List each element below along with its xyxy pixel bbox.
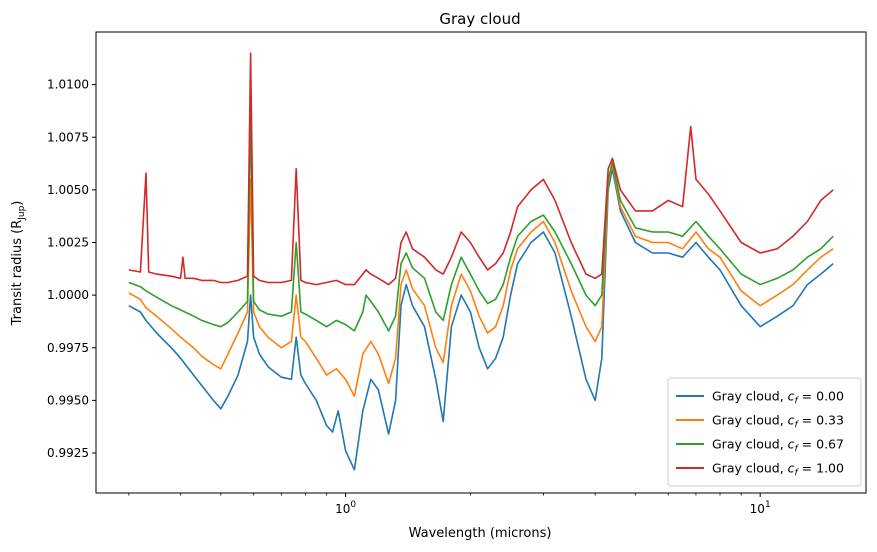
x-tick-base: 10 xyxy=(750,502,765,516)
legend-math-value: = 0.00 xyxy=(798,389,844,404)
y-tick-label-3: 1.0000 xyxy=(47,288,89,302)
y-tick-label-7: 1.0100 xyxy=(47,78,89,92)
y-axis-label-main: Transit radius (R xyxy=(10,220,25,327)
plot-frame xyxy=(95,31,867,494)
legend-text: Gray cloud, xyxy=(712,389,788,404)
legend-math-symbol: c xyxy=(788,413,795,428)
x-tick-base: 10 xyxy=(335,502,350,516)
legend-label-2: Gray cloud, cf = 0.67 xyxy=(712,437,844,455)
legend-label-0: Gray cloud, cf = 0.00 xyxy=(712,389,844,407)
legend-math-subscript: f xyxy=(795,397,800,407)
series-line-2 xyxy=(128,115,834,332)
series-line-0 xyxy=(128,168,834,471)
y-tick-label-1: 0.9950 xyxy=(47,393,89,407)
y-axis-label-close: ) xyxy=(10,201,25,206)
x-axis-label: Wavelength (microns) xyxy=(409,526,552,541)
legend-text: Gray cloud, xyxy=(712,461,788,476)
legend-math-symbol: c xyxy=(788,461,795,476)
x-tick-label-1: 101 xyxy=(750,500,771,516)
series-group xyxy=(128,52,834,471)
legend-math-subscript: f xyxy=(795,421,800,431)
legend-text: Gray cloud, xyxy=(712,437,788,452)
legend-math-value: = 1.00 xyxy=(798,461,844,476)
legend-math-subscript: f xyxy=(795,469,800,479)
legend-text: Gray cloud, xyxy=(712,413,788,428)
y-axis: 0.9925 0.9950 0.9975 1.0000 1.0025 1.0050 1.00… xyxy=(47,78,96,460)
y-axis-label: Transit radius (RJup) xyxy=(10,201,27,327)
legend-label-1: Gray cloud, cf = 0.33 xyxy=(712,413,844,431)
legend-math-value: = 0.67 xyxy=(798,437,844,452)
legend-label-3: Gray cloud, cf = 1.00 xyxy=(712,461,844,479)
legend-math-subscript: f xyxy=(795,445,800,455)
y-tick-label-4: 1.0025 xyxy=(47,236,89,250)
y-tick-label-2: 0.9975 xyxy=(47,341,89,355)
legend-math-symbol: c xyxy=(788,437,795,452)
series-line-3 xyxy=(128,52,834,286)
y-tick-label-0: 0.9925 xyxy=(47,446,89,460)
legend-box xyxy=(667,377,862,487)
series-line-1 xyxy=(128,163,834,397)
y-axis-label-sub: Jup xyxy=(17,205,27,220)
x-tick-exponent: 0 xyxy=(350,500,356,510)
chart-title: Gray cloud xyxy=(439,10,520,28)
legend-math-symbol: c xyxy=(788,389,795,404)
y-tick-label-5: 1.0050 xyxy=(47,183,89,197)
x-axis: 100 101 xyxy=(128,493,771,516)
x-tick-exponent: 1 xyxy=(765,500,771,510)
legend-math-value: = 0.33 xyxy=(798,413,844,428)
y-tick-label-6: 1.0075 xyxy=(47,130,89,144)
x-tick-label-0: 100 xyxy=(335,500,356,516)
